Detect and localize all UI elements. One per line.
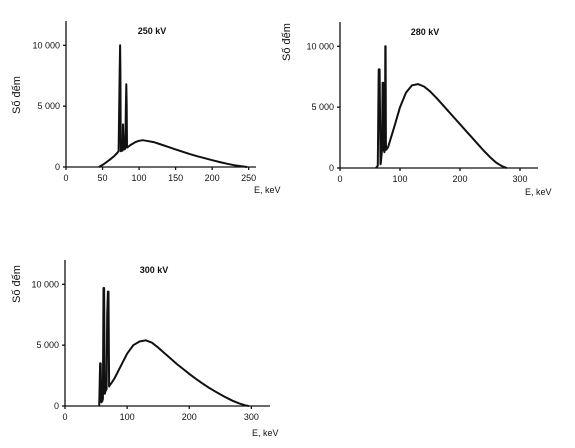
x-tick-label: 200: [182, 412, 197, 422]
y-axis-label: Số đếm: [11, 265, 23, 303]
x-axis-label: E, keV: [525, 187, 552, 197]
x-tick-label: 250: [241, 173, 256, 183]
x-tick-label: 300: [512, 174, 527, 184]
y-tick-label: 5 000: [36, 340, 59, 350]
chart-250kv: Số đếm 250 kV E, keV 0 50 100 150 200 250 0 5 0…: [0, 0, 290, 215]
chart-250kv-svg: Số đếm 250 kV E, keV 0 50 100 150 200 250 0 5 0…: [11, 21, 281, 195]
y-tick-label: 10 000: [306, 41, 334, 51]
chart-title: 300 kV: [140, 265, 169, 275]
chart-280kv-svg: Số đếm 280 kV E, keV 0 100 200 300 0 5 000 10 …: [281, 22, 552, 197]
x-tick-label: 200: [452, 174, 467, 184]
x-tick-label: 150: [168, 173, 183, 183]
x-axis-label: E, keV: [252, 428, 279, 438]
x-tick-label: 100: [392, 174, 407, 184]
y-axis-label: Số đếm: [11, 76, 23, 114]
spectrum-line: [98, 287, 250, 407]
spectrum-line: [375, 45, 508, 169]
y-tick-label: 0: [329, 163, 334, 173]
chart-280kv: Số đếm 280 kV E, keV 0 100 200 300 0 5 000 10 …: [278, 0, 575, 215]
y-tick-label: 5 000: [311, 102, 334, 112]
x-tick-label: 0: [63, 173, 68, 183]
x-tick-label: 200: [205, 173, 220, 183]
chart-title: 250 kV: [138, 26, 167, 36]
y-axis-label: Số đếm: [281, 23, 293, 61]
y-tick-label: 0: [54, 401, 59, 411]
x-tick-label: 0: [337, 174, 342, 184]
y-tick-label: 0: [55, 162, 60, 172]
x-tick-label: 50: [98, 173, 108, 183]
x-tick-label: 100: [132, 173, 147, 183]
chart-300kv-svg: Số đếm 300 kV E, keV 0 100 200 300 0 5 000 10 …: [11, 260, 279, 438]
chart-title: 280 kV: [411, 27, 440, 37]
y-tick-label: 10 000: [32, 40, 60, 50]
spectrum-line: [98, 44, 248, 168]
x-tick-label: 0: [62, 412, 67, 422]
x-tick-label: 300: [244, 412, 259, 422]
chart-300kv: Số đếm 300 kV E, keV 0 100 200 300 0 5 000 10 …: [0, 240, 300, 448]
x-axis-label: E, keV: [254, 185, 281, 195]
y-tick-label: 5 000: [37, 101, 60, 111]
y-tick-label: 10 000: [31, 279, 59, 289]
x-tick-label: 100: [120, 412, 135, 422]
